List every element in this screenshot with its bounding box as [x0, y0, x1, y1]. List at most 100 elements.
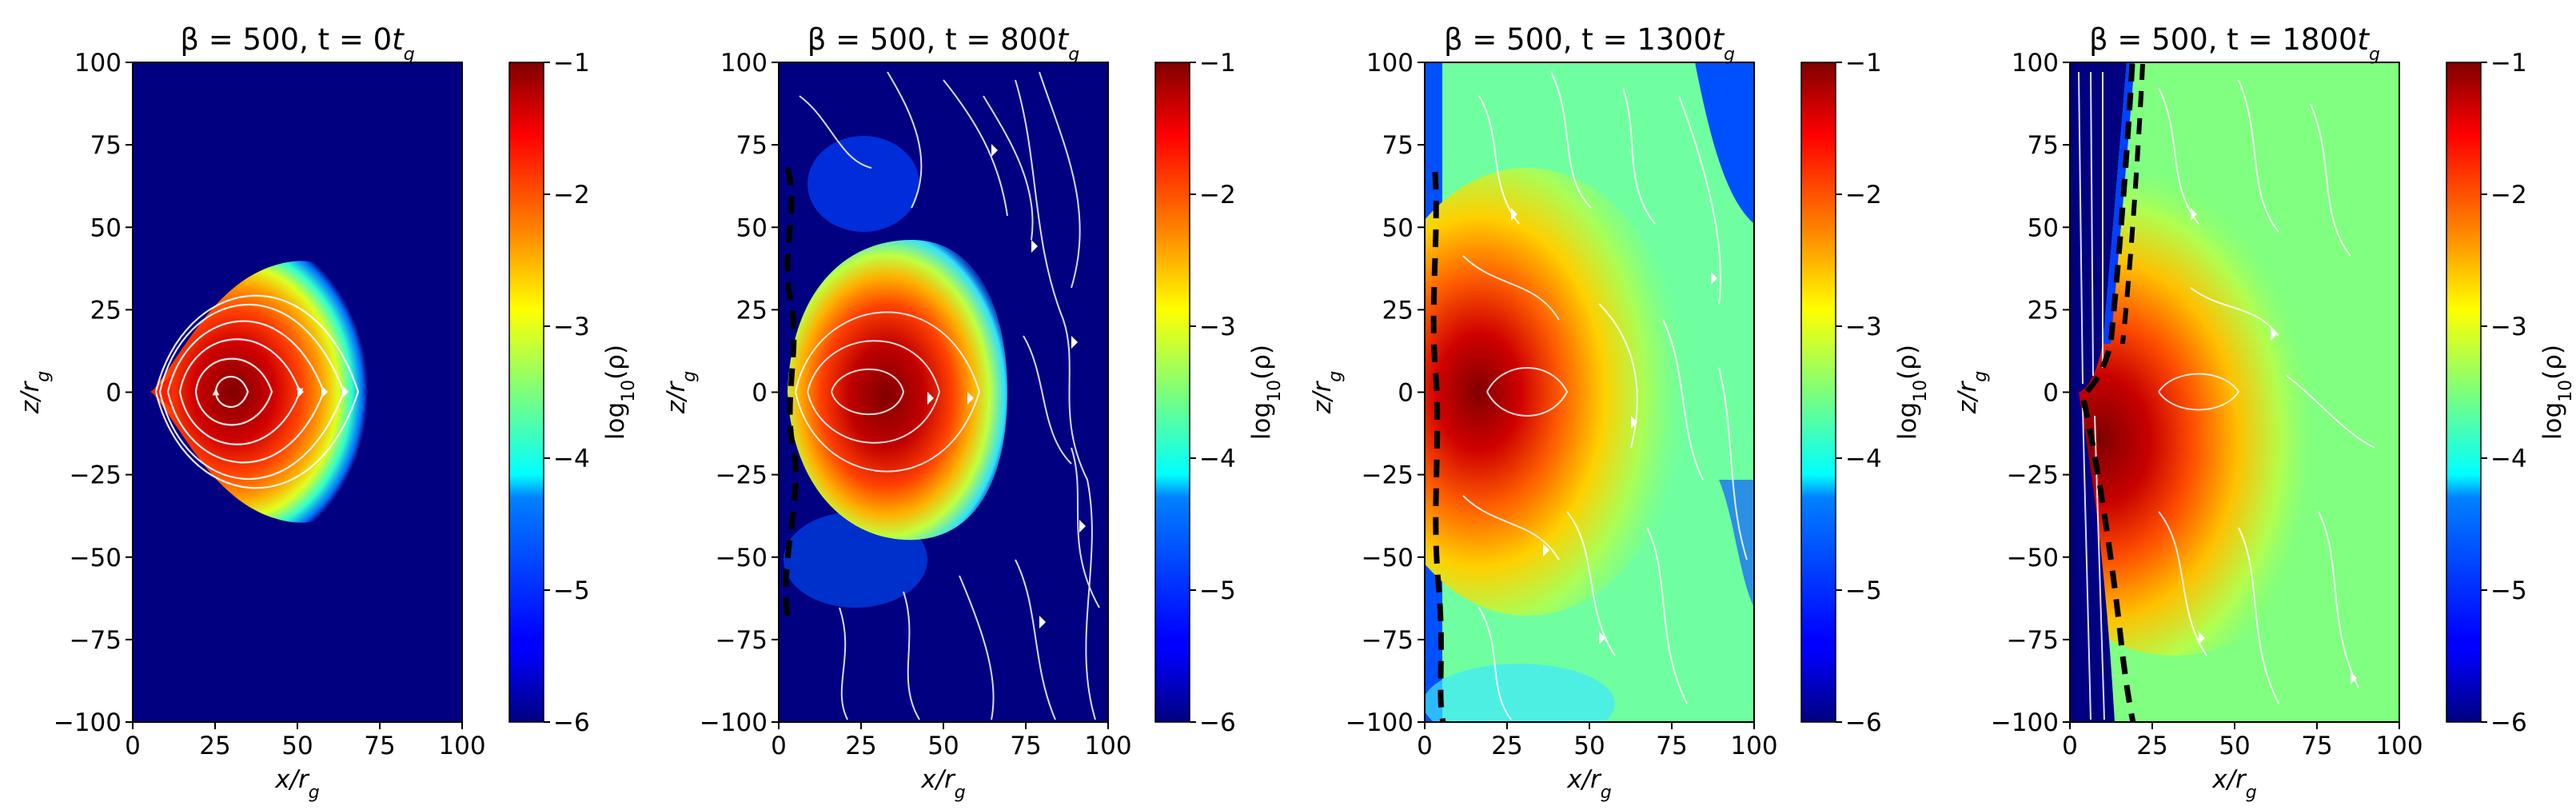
- colorbar-tick-label: −2: [1845, 181, 1882, 209]
- colorbar-label-main: log: [601, 402, 630, 440]
- y-tick-label: 100: [2012, 49, 2059, 78]
- x-axis-label-sub: g: [955, 783, 966, 803]
- x-tick-label: 50: [281, 732, 313, 760]
- panel-2-streamlines: [1462, 71, 1748, 720]
- colorbar-label-tail: (ρ): [2538, 345, 2567, 380]
- panel-title-unit-sub: g: [404, 45, 415, 65]
- panel-title: β = 500, t = 800tg: [807, 22, 1079, 65]
- panel-3-axis-funnel: [2070, 62, 2127, 722]
- y-axis-label-sub: g: [34, 371, 54, 382]
- panel-title-text: β = 500, t = 1800: [2089, 22, 2357, 57]
- panel-title-unit-sub: g: [2369, 45, 2380, 65]
- x-axis-label-main: x/r: [1566, 765, 1602, 794]
- y-tick-label: 50: [2028, 213, 2059, 242]
- y-tick-label: 50: [1382, 213, 1414, 242]
- colorbar-tick-label: −3: [1845, 313, 1882, 341]
- colorbar-tick-label: −6: [1845, 708, 1882, 737]
- colorbar-label-sub: 10: [1265, 380, 1285, 402]
- colorbar-tick-label: −1: [553, 49, 590, 78]
- x-tick-label: 0: [2062, 732, 2078, 760]
- y-tick-label: 0: [1398, 379, 1414, 408]
- colorbar-tick-label: −3: [2490, 313, 2527, 341]
- colorbar-tick-label: −1: [1845, 49, 1882, 78]
- y-axis-label: z/rg: [1308, 371, 1346, 414]
- colorbar-label: log10(ρ): [2538, 345, 2576, 440]
- y-tick-label: −100: [1991, 708, 2059, 737]
- y-axis-label-sub: g: [1971, 371, 1991, 382]
- y-tick-label: −100: [1346, 708, 1414, 737]
- panel-2-field: [1425, 62, 1754, 722]
- x-axis-label-sub: g: [309, 783, 320, 803]
- colorbar: [508, 62, 544, 723]
- panel-title-unit: t: [1057, 22, 1070, 57]
- panel-title-unit: t: [392, 22, 405, 57]
- panel-3: [2069, 62, 2400, 723]
- x-tick-label: 25: [2136, 732, 2167, 760]
- colorbar: [1800, 62, 1836, 723]
- panel-1-torus: [788, 240, 1007, 541]
- panel-1-upper-plume: [807, 136, 919, 232]
- colorbar-label: log10(ρ): [1247, 345, 1285, 440]
- colorbar-tick-label: −4: [2490, 445, 2527, 473]
- panel-2-right-lobe-bottom: [1719, 480, 1754, 608]
- panel-3-annotations: 0 25 50 75 1001007550250−25−50−75−100x/rgz/r…: [1953, 22, 2576, 803]
- panel-2-annotations: 0 25 50 75 1001007550250−25−50−75−100x/rgz/r…: [1308, 22, 1931, 803]
- panel-title-unit: t: [2358, 22, 2371, 57]
- colorbar-tick-label: −4: [1845, 445, 1882, 473]
- x-tick-label: 0: [771, 732, 787, 760]
- panel-1-field: [783, 71, 1100, 720]
- colorbar-tick-label: −2: [1199, 181, 1236, 209]
- colorbar-label-main: log: [2538, 402, 2567, 440]
- colorbar-label-tail: (ρ): [601, 345, 630, 380]
- panel-0-stream-arrows: [297, 385, 349, 398]
- x-tick-label: 75: [364, 732, 395, 760]
- panel-0-torus: [152, 261, 368, 523]
- panel-0-annotations: 0 25 50 75 1001007550250−25−50−75−100x/rgz/r…: [16, 22, 639, 803]
- panel-title-unit-sub: g: [1068, 45, 1079, 65]
- colorbar-label-main: log: [1247, 402, 1276, 440]
- x-tick-label: 75: [1010, 732, 1041, 760]
- colorbar-tick-label: −1: [1199, 49, 1236, 78]
- x-tick-label: 100: [1730, 732, 1777, 760]
- colorbar-label-sub: 10: [619, 380, 639, 402]
- panel-2-dashed-contour: [1430, 171, 1446, 722]
- y-tick-label: −100: [54, 708, 122, 737]
- colorbar-tick-label: −3: [1199, 313, 1236, 341]
- y-tick-label: 25: [2028, 296, 2059, 325]
- x-axis-label-main: x/r: [920, 765, 956, 794]
- y-tick-label: −25: [2007, 461, 2059, 490]
- colorbar-tick-label: −5: [2490, 577, 2527, 605]
- x-tick-label: 100: [1084, 732, 1131, 760]
- colorbar-label-tail: (ρ): [1247, 345, 1276, 380]
- x-tick-label: 100: [2375, 732, 2422, 760]
- x-axis-label: x/rg: [274, 765, 320, 803]
- y-tick-label: 75: [90, 131, 122, 160]
- y-tick-label: 100: [74, 49, 122, 78]
- x-tick-label: 25: [1491, 732, 1522, 760]
- y-tick-label: −75: [1362, 626, 1414, 655]
- panel-3-dashed-contour-outer: [2120, 63, 2145, 345]
- x-axis-label-main: x/r: [274, 765, 310, 794]
- y-tick-label: −25: [1362, 461, 1414, 490]
- y-axis-label-main: z/r: [1953, 381, 1982, 415]
- y-tick-label: −50: [70, 544, 122, 573]
- y-tick-label: −25: [716, 461, 768, 490]
- colorbar: [2446, 62, 2482, 723]
- panel-1-streamlines: [795, 71, 1100, 720]
- panel-1-stream-arrows: [927, 144, 1086, 628]
- panel-2: [1424, 62, 1755, 723]
- colorbar-tick-label: −4: [553, 445, 590, 473]
- panel-1-annotations: 0 25 50 75 1001007550250−25−50−75−100x/rgz/r…: [662, 22, 1285, 803]
- y-axis-label: z/rg: [16, 371, 54, 414]
- panel-title-text: β = 500, t = 800: [807, 22, 1057, 57]
- x-tick-label: 50: [2219, 732, 2250, 760]
- panel-2-disk: [1425, 168, 1687, 616]
- colorbar-tick-label: −6: [1199, 708, 1236, 737]
- x-tick-label: 0: [125, 732, 141, 760]
- colorbar-tick-label: −2: [2490, 181, 2527, 209]
- panel-3-field: [2070, 62, 2375, 722]
- y-tick-label: 100: [1366, 49, 1414, 78]
- y-tick-label: −50: [716, 544, 768, 573]
- colorbar-label-sub: 10: [1911, 380, 1931, 402]
- panel-1: [778, 62, 1109, 723]
